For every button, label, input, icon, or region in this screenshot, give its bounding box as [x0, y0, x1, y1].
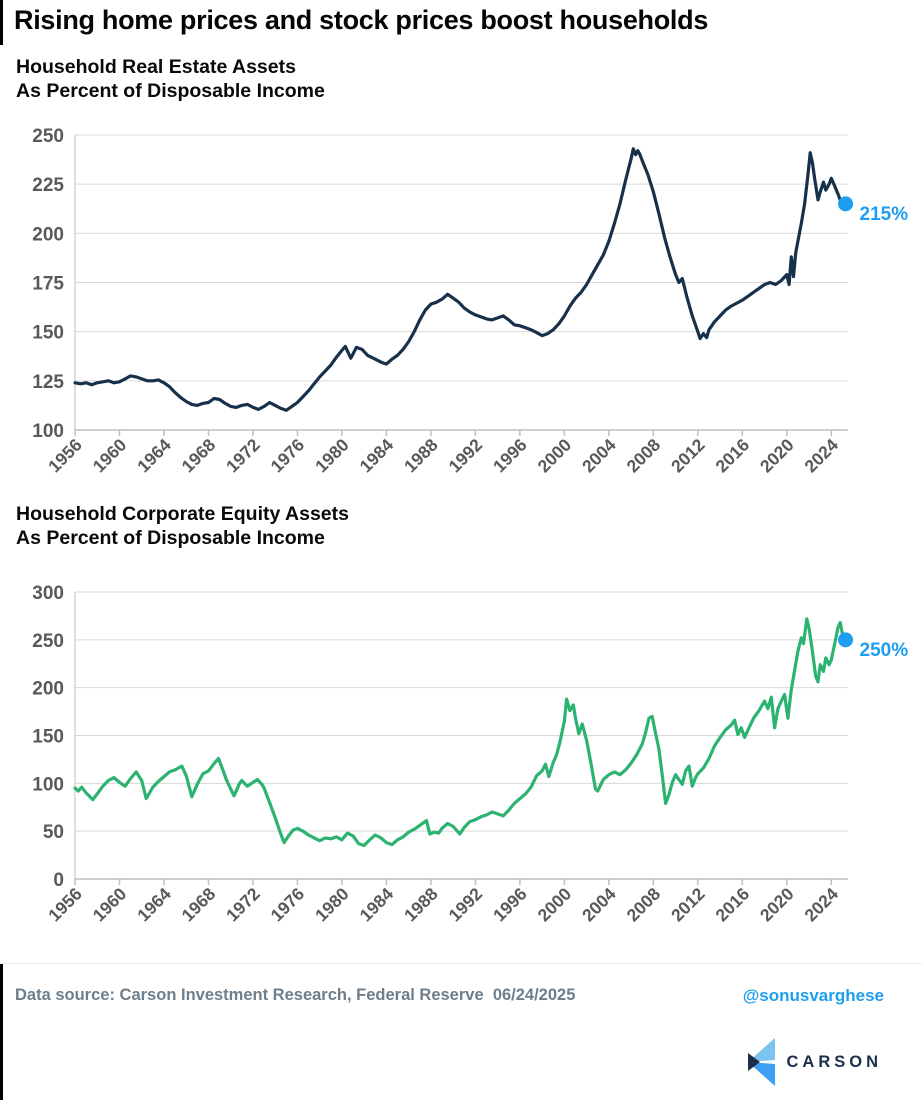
svg-text:2000: 2000 [534, 884, 576, 926]
svg-text:2012: 2012 [667, 435, 709, 477]
svg-text:1972: 1972 [222, 884, 264, 926]
svg-text:250: 250 [32, 631, 64, 652]
svg-text:150: 150 [32, 323, 64, 344]
svg-text:150: 150 [32, 727, 64, 748]
footer-divider [0, 963, 922, 964]
svg-text:1996: 1996 [489, 884, 531, 926]
title-accent-bar [0, 0, 3, 45]
svg-text:2012: 2012 [667, 884, 709, 926]
svg-text:1980: 1980 [311, 884, 353, 926]
svg-text:1984: 1984 [356, 884, 398, 926]
svg-text:2008: 2008 [623, 435, 665, 477]
data-source-label: Data source: [15, 986, 115, 1004]
svg-text:1956: 1956 [44, 884, 86, 926]
svg-text:175: 175 [32, 274, 64, 295]
svg-text:1976: 1976 [267, 884, 309, 926]
svg-text:100: 100 [32, 774, 64, 795]
svg-text:1980: 1980 [311, 435, 353, 477]
svg-text:200: 200 [32, 224, 64, 245]
svg-text:0: 0 [53, 870, 64, 891]
svg-text:1976: 1976 [267, 435, 309, 477]
carson-logo: CARSON [746, 1038, 882, 1086]
svg-text:200: 200 [32, 679, 64, 700]
svg-text:1968: 1968 [178, 884, 220, 926]
svg-text:1996: 1996 [489, 435, 531, 477]
svg-text:2004: 2004 [578, 435, 620, 477]
chart2-title: Household Corporate Equity Assets As Per… [16, 503, 616, 551]
svg-text:1992: 1992 [445, 435, 487, 477]
chart2-title-line1: Household Corporate Equity Assets [16, 503, 349, 525]
data-source-date: 06/24/2025 [492, 986, 576, 1004]
svg-text:2016: 2016 [711, 435, 753, 477]
svg-text:1960: 1960 [89, 884, 131, 926]
svg-text:1992: 1992 [445, 884, 487, 926]
svg-text:225: 225 [32, 175, 64, 196]
data-source-text: Data source: Carson Investment Research,… [15, 986, 575, 1005]
svg-text:1964: 1964 [133, 435, 175, 477]
chart1-title: Household Real Estate Assets As Percent … [16, 56, 616, 104]
social-handle: @sonusvarghese [742, 986, 884, 1005]
svg-text:250: 250 [32, 126, 64, 147]
svg-text:2024: 2024 [800, 884, 842, 926]
svg-text:1988: 1988 [400, 884, 442, 926]
svg-text:250%: 250% [860, 640, 909, 661]
svg-text:300: 300 [32, 583, 64, 604]
page-title: Rising home prices and stock prices boos… [14, 5, 709, 35]
data-source-value: Carson Investment Research, Federal Rese… [119, 986, 484, 1004]
svg-text:2020: 2020 [756, 884, 798, 926]
svg-text:1964: 1964 [133, 884, 175, 926]
svg-text:2016: 2016 [711, 884, 753, 926]
footer-accent-bar [0, 963, 3, 1100]
chart2-title-line2: As Percent of Disposable Income [16, 526, 325, 549]
svg-text:2000: 2000 [534, 435, 576, 477]
chart1-title-line1: Household Real Estate Assets [16, 56, 296, 78]
svg-text:1968: 1968 [178, 435, 220, 477]
chart1-title-line2: As Percent of Disposable Income [16, 79, 325, 102]
svg-text:100: 100 [32, 421, 64, 442]
svg-text:2008: 2008 [623, 884, 665, 926]
carson-logo-icon [748, 1038, 776, 1086]
svg-text:2020: 2020 [756, 435, 798, 477]
svg-text:50: 50 [43, 822, 64, 843]
svg-text:215%: 215% [860, 204, 909, 225]
svg-text:125: 125 [32, 372, 64, 393]
svg-text:1984: 1984 [356, 435, 398, 477]
svg-text:2024: 2024 [800, 435, 842, 477]
svg-text:1972: 1972 [222, 435, 264, 477]
svg-text:1988: 1988 [400, 435, 442, 477]
svg-text:2004: 2004 [578, 884, 620, 926]
carson-logo-text: CARSON [786, 1052, 882, 1071]
svg-text:1960: 1960 [89, 435, 131, 477]
